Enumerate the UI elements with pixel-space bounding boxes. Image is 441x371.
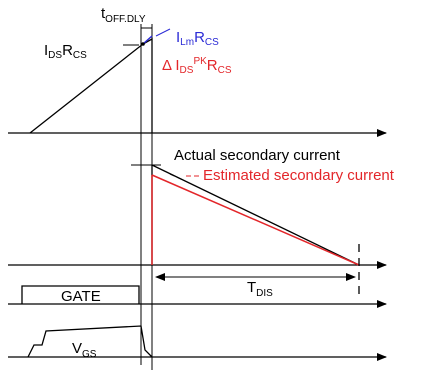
actual-secondary-label: Actual secondary current	[174, 147, 341, 164]
delta-ids-pk-rcs-label: Δ IDSPKRCS	[162, 56, 232, 76]
gate-label: GATE	[61, 288, 101, 305]
t-dis-label: TDIS	[247, 279, 273, 299]
ilm-rcs-leader	[156, 29, 170, 36]
estimated-secondary-label: Estimated secondary current	[203, 167, 395, 184]
peak-point	[141, 42, 145, 46]
ilm-rcs-label: ILmRCS	[176, 29, 219, 48]
ids-rcs-label: IDSRCS	[44, 42, 87, 61]
estimated-secondary-current	[152, 175, 359, 265]
t-off-dly-label: tOFF.DLY	[101, 5, 146, 25]
